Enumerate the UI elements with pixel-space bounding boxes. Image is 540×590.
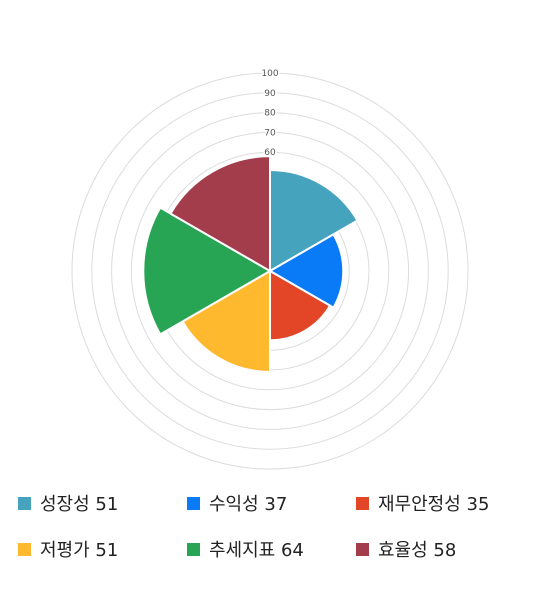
legend-label: 재무안정성 35 [378,494,490,515]
legend-swatch [356,542,369,556]
grid-ring [71,72,469,470]
legend-item-수익성[interactable]: 수익성 37 [187,488,287,518]
radial-tick-label: 80 [264,109,276,119]
radial-tick-label: 90 [264,89,276,99]
legend-label: 추세지표 64 [209,540,304,561]
grid-ring [91,92,449,450]
slices [142,155,359,373]
slice-수익성[interactable] [269,233,345,309]
legend-swatch [356,496,369,510]
legend-label: 효율성 58 [378,540,457,561]
radial-tick-label: 60 [264,148,276,158]
legend-label: 저평가 51 [40,540,119,561]
slice-효율성[interactable] [169,155,271,272]
slice-저평가[interactable] [181,270,271,373]
radial-tick-labels: 60 70 80 90 100 [260,68,280,160]
legend-swatch [187,542,200,556]
slice-성장성[interactable] [269,169,359,272]
radial-tick-label: 70 [264,128,276,138]
legend-label: 성장성 51 [40,494,119,515]
polar-chart: 60 70 80 90 100 [71,68,469,470]
grid-ring [130,131,410,411]
legend-label: 수익성 37 [209,494,288,515]
legend-swatch [18,496,31,510]
radial-tick-label: 100 [261,69,278,79]
legend-item-효율성[interactable]: 효율성 58 [356,534,456,564]
grid-ring [111,112,429,430]
legend-item-추세지표[interactable]: 추세지표 64 [187,534,304,564]
legend-item-재무안정성[interactable]: 재무안정성 35 [356,488,489,518]
legend-item-성장성[interactable]: 성장성 51 [18,488,118,518]
legend-item-저평가[interactable]: 저평가 51 [18,534,118,564]
slice-재무안정성[interactable] [269,270,332,342]
slice-추세지표[interactable] [142,206,271,336]
legend-swatch [18,542,31,556]
legend-swatch [187,496,200,510]
